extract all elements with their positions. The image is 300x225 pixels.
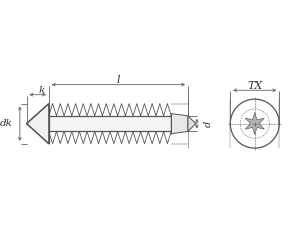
Polygon shape	[245, 112, 264, 135]
Text: d: d	[204, 121, 213, 127]
Text: l: l	[116, 75, 120, 85]
Polygon shape	[26, 104, 49, 144]
Polygon shape	[49, 116, 171, 131]
Text: dk: dk	[0, 119, 13, 128]
Text: TX: TX	[247, 81, 262, 91]
Text: k: k	[39, 86, 45, 95]
Polygon shape	[188, 116, 196, 131]
Polygon shape	[171, 114, 188, 134]
